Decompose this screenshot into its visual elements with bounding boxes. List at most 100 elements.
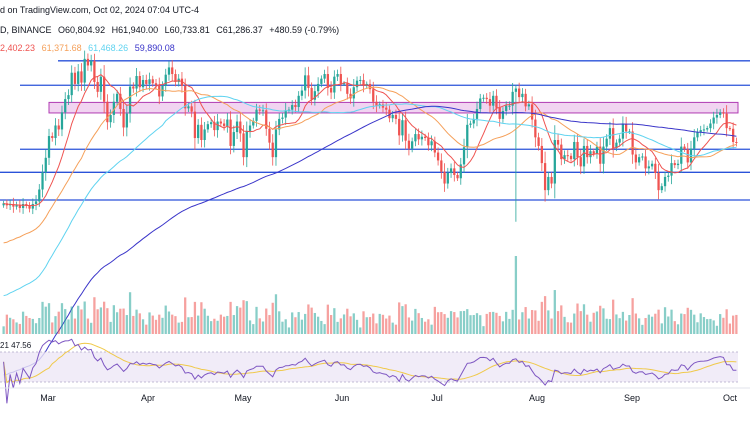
volume-bar	[547, 310, 550, 334]
ma2-line	[3, 86, 737, 244]
volume-bar	[462, 310, 466, 334]
candle-body	[336, 74, 339, 77]
volume-bar	[339, 318, 342, 334]
candle-body	[359, 79, 362, 81]
volume-bar	[284, 319, 287, 334]
candle-body	[676, 163, 680, 166]
volume-bar	[109, 321, 112, 334]
candle-body	[352, 87, 355, 99]
volume-bar	[274, 294, 278, 334]
volume-bar	[122, 308, 125, 334]
volume-bar	[732, 315, 735, 334]
x-tick-label: May	[234, 393, 252, 403]
candle-body	[284, 110, 287, 118]
volume-bar	[239, 307, 242, 334]
x-tick-label: Jun	[335, 393, 350, 403]
candle-body	[566, 155, 569, 157]
volume-bar	[485, 313, 488, 334]
candle-body	[125, 113, 128, 128]
candle-body	[41, 172, 44, 190]
candle-body	[213, 122, 216, 131]
volume-bar	[657, 309, 660, 334]
ohlc-readout: D, BINANCE O60,804.92 H61,940.00 L60,733…	[0, 25, 343, 35]
volume-bar	[556, 311, 560, 334]
volume-bar	[436, 312, 440, 334]
volume-bar	[115, 312, 119, 334]
volume-bar	[647, 314, 650, 334]
volume-bar	[472, 315, 475, 334]
volume-bar	[576, 303, 579, 334]
candle-body	[34, 201, 38, 204]
volume-bar	[650, 316, 654, 334]
candle-body	[300, 90, 304, 96]
volume-bar	[492, 311, 495, 334]
volume-bar	[599, 305, 602, 334]
x-tick-label: Aug	[529, 393, 545, 403]
candle-body	[391, 114, 394, 119]
x-tick-label: Jul	[431, 393, 443, 403]
volume-bar	[106, 308, 109, 334]
candle-body	[187, 106, 190, 109]
volume-bar	[21, 311, 25, 334]
volume-bar	[527, 318, 531, 334]
candle-body	[197, 124, 200, 139]
candle-body	[654, 163, 657, 173]
volume-bar	[631, 298, 634, 334]
volume-bar	[735, 314, 738, 334]
candle-body	[706, 128, 709, 130]
candle-body	[158, 85, 161, 97]
volume-bar	[174, 316, 177, 334]
volume-bar	[184, 297, 187, 334]
volume-bar	[443, 314, 446, 334]
volume-bar	[725, 309, 728, 334]
volume-bar	[96, 309, 99, 334]
candle-body	[216, 121, 219, 131]
volume-bar	[618, 318, 621, 334]
volume-bar	[329, 315, 333, 334]
volume-bar	[728, 323, 732, 334]
candle-body	[423, 136, 427, 139]
candle-body	[67, 95, 70, 100]
volume-bar	[99, 307, 103, 334]
volume-bar	[44, 306, 47, 334]
volume-bar	[475, 313, 479, 334]
candle-body	[719, 112, 722, 115]
candle-body	[15, 204, 18, 207]
volume-bar	[187, 317, 190, 334]
x-tick-label: Oct	[723, 393, 738, 403]
candle-body	[154, 83, 158, 86]
candle-body	[637, 157, 641, 163]
candle-body	[576, 141, 579, 158]
volume-bar	[449, 311, 453, 334]
candle-body	[417, 134, 420, 140]
candle-body	[501, 110, 505, 119]
volume-bar	[501, 321, 505, 334]
candle-body	[119, 93, 122, 109]
volume-bar	[248, 320, 252, 334]
candle-body	[663, 176, 667, 187]
candle-body	[184, 85, 187, 109]
volume-bar	[128, 292, 132, 334]
volume-bar	[514, 256, 518, 334]
volume-bar	[206, 315, 210, 334]
candle-body	[443, 171, 446, 184]
volume-bar	[307, 304, 310, 334]
ma3-line	[3, 95, 737, 297]
volume-bar	[612, 299, 615, 334]
volume-bar	[158, 314, 161, 334]
volume-bar	[524, 307, 527, 334]
low-value: L60,733.81	[164, 25, 210, 35]
volume-bar	[216, 320, 219, 334]
candle-body	[586, 145, 589, 158]
candle-body	[641, 156, 644, 158]
volume-bar	[709, 318, 712, 334]
volume-bar	[381, 314, 385, 334]
candle-body	[625, 124, 628, 132]
candle-body	[278, 118, 281, 130]
candle-body	[226, 119, 229, 127]
volume-bar	[90, 322, 93, 334]
candle-body	[190, 106, 193, 112]
volume-bar	[352, 313, 355, 334]
volume-bar	[281, 321, 284, 334]
candle-body	[579, 157, 582, 167]
